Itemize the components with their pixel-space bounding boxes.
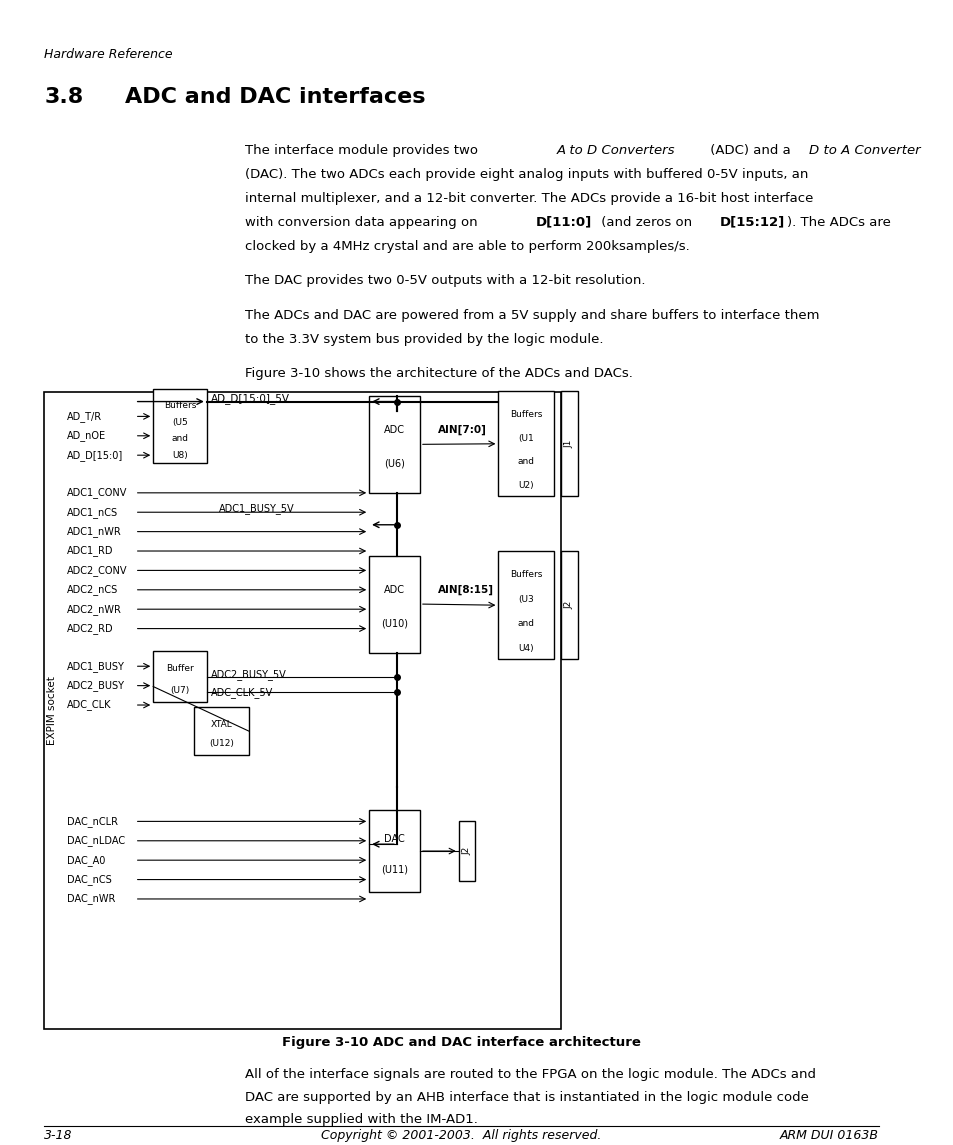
Text: (U10): (U10) bbox=[380, 618, 408, 629]
Text: The DAC provides two 0-5V outputs with a 12-bit resolution.: The DAC provides two 0-5V outputs with a… bbox=[244, 274, 644, 286]
Text: DAC_nCLR: DAC_nCLR bbox=[68, 816, 118, 827]
Text: (U5: (U5 bbox=[172, 418, 188, 427]
Text: J2: J2 bbox=[564, 601, 574, 609]
Text: 3-18: 3-18 bbox=[44, 1129, 72, 1143]
Text: ADC1_CONV: ADC1_CONV bbox=[68, 488, 128, 498]
Bar bbox=[560, 392, 578, 496]
Bar bbox=[369, 396, 419, 492]
Text: AIN[7:0]: AIN[7:0] bbox=[438, 425, 487, 435]
Text: (ADC) and a: (ADC) and a bbox=[705, 144, 794, 157]
Text: A to D Converters: A to D Converters bbox=[556, 144, 675, 157]
Text: ADC2_BUSY_5V: ADC2_BUSY_5V bbox=[212, 669, 287, 680]
Text: to the 3.3V system bus provided by the logic module.: to the 3.3V system bus provided by the l… bbox=[244, 333, 602, 346]
Bar bbox=[44, 393, 560, 1029]
Text: ADC1_BUSY_5V: ADC1_BUSY_5V bbox=[218, 504, 294, 514]
Text: The interface module provides two: The interface module provides two bbox=[244, 144, 481, 157]
Text: ADC and DAC interfaces: ADC and DAC interfaces bbox=[125, 87, 425, 106]
Bar bbox=[497, 551, 553, 660]
Text: (U1: (U1 bbox=[517, 434, 534, 443]
Text: AD_T/R: AD_T/R bbox=[68, 411, 102, 421]
Text: U4): U4) bbox=[517, 643, 534, 653]
Text: DAC_nLDAC: DAC_nLDAC bbox=[68, 836, 126, 846]
Text: example supplied with the IM-AD1.: example supplied with the IM-AD1. bbox=[244, 1113, 476, 1127]
Text: AD_nOE: AD_nOE bbox=[68, 431, 107, 441]
Text: D[15:12]: D[15:12] bbox=[720, 215, 784, 229]
Text: J1: J1 bbox=[564, 440, 574, 448]
Text: ADC: ADC bbox=[384, 584, 405, 594]
Text: Buffer: Buffer bbox=[166, 664, 193, 673]
Text: ADC2_nCS: ADC2_nCS bbox=[68, 584, 118, 595]
Text: and: and bbox=[172, 434, 189, 443]
Text: (U6): (U6) bbox=[384, 459, 405, 468]
Bar bbox=[497, 392, 553, 496]
Text: ADC1_nWR: ADC1_nWR bbox=[68, 527, 122, 537]
Text: ADC1_BUSY: ADC1_BUSY bbox=[68, 661, 125, 672]
Text: ADC2_CONV: ADC2_CONV bbox=[68, 564, 128, 576]
Text: ADC_CLK_5V: ADC_CLK_5V bbox=[212, 687, 274, 698]
Text: U8): U8) bbox=[172, 451, 188, 460]
Text: ADC2_nWR: ADC2_nWR bbox=[68, 603, 122, 615]
Text: (and zeros on: (and zeros on bbox=[597, 215, 696, 229]
Text: J2: J2 bbox=[462, 847, 471, 855]
Text: The ADCs and DAC are powered from a 5V supply and share buffers to interface the: The ADCs and DAC are powered from a 5V s… bbox=[244, 309, 819, 322]
Text: AD_D[15:0]_5V: AD_D[15:0]_5V bbox=[212, 393, 290, 403]
Text: 3.8: 3.8 bbox=[44, 87, 84, 106]
Text: U2): U2) bbox=[517, 481, 534, 490]
Bar bbox=[369, 810, 419, 892]
Text: ADC: ADC bbox=[384, 425, 405, 435]
Text: AD_D[15:0]: AD_D[15:0] bbox=[68, 450, 124, 460]
Text: ). The ADCs are: ). The ADCs are bbox=[786, 215, 890, 229]
Text: Copyright © 2001-2003.  All rights reserved.: Copyright © 2001-2003. All rights reserv… bbox=[321, 1129, 601, 1143]
Text: EXPIM socket: EXPIM socket bbox=[47, 677, 56, 745]
Text: and: and bbox=[517, 457, 534, 466]
Text: D to A Converter: D to A Converter bbox=[808, 144, 920, 157]
Text: (U7): (U7) bbox=[171, 686, 190, 695]
Text: ADC1_RD: ADC1_RD bbox=[68, 545, 113, 556]
Bar bbox=[153, 652, 207, 702]
Bar bbox=[458, 821, 475, 881]
Bar bbox=[153, 389, 207, 464]
Bar bbox=[369, 555, 419, 653]
Text: ARM DUI 0163B: ARM DUI 0163B bbox=[779, 1129, 878, 1143]
Text: DAC_nWR: DAC_nWR bbox=[68, 893, 115, 905]
Text: ADC_CLK: ADC_CLK bbox=[68, 700, 112, 711]
Text: (DAC). The two ADCs each provide eight analog inputs with buffered 0-5V inputs, : (DAC). The two ADCs each provide eight a… bbox=[244, 167, 807, 181]
Text: ADC1_nCS: ADC1_nCS bbox=[68, 507, 118, 518]
Text: internal multiplexer, and a 12-bit converter. The ADCs provide a 16-bit host int: internal multiplexer, and a 12-bit conve… bbox=[244, 191, 812, 205]
Text: DAC_nCS: DAC_nCS bbox=[68, 874, 112, 885]
Bar bbox=[560, 551, 578, 660]
Text: and: and bbox=[517, 619, 534, 629]
Text: Buffers: Buffers bbox=[509, 410, 541, 419]
Text: DAC: DAC bbox=[384, 834, 404, 844]
Text: D[11:0]: D[11:0] bbox=[536, 215, 592, 229]
Text: All of the interface signals are routed to the FPGA on the logic module. The ADC: All of the interface signals are routed … bbox=[244, 1068, 815, 1081]
Text: Figure 3-10 shows the architecture of the ADCs and DACs.: Figure 3-10 shows the architecture of th… bbox=[244, 368, 632, 380]
Text: ADC2_BUSY: ADC2_BUSY bbox=[68, 680, 125, 692]
Text: Buffers: Buffers bbox=[509, 570, 541, 579]
Text: (U12): (U12) bbox=[209, 739, 233, 748]
Text: with conversion data appearing on: with conversion data appearing on bbox=[244, 215, 481, 229]
Text: ADC2_RD: ADC2_RD bbox=[68, 623, 113, 634]
Text: Buffers: Buffers bbox=[164, 401, 196, 410]
Text: (U11): (U11) bbox=[380, 864, 408, 874]
Bar bbox=[193, 708, 249, 756]
Text: AIN[8:15]: AIN[8:15] bbox=[438, 584, 494, 594]
Text: XTAL: XTAL bbox=[211, 719, 233, 728]
Text: clocked by a 4MHz crystal and are able to perform 200ksamples/s.: clocked by a 4MHz crystal and are able t… bbox=[244, 239, 689, 253]
Text: DAC_A0: DAC_A0 bbox=[68, 854, 106, 866]
Text: Figure 3-10 ADC and DAC interface architecture: Figure 3-10 ADC and DAC interface archit… bbox=[282, 1036, 640, 1049]
Text: (U3: (U3 bbox=[517, 595, 534, 605]
Text: DAC are supported by an AHB interface that is instantiated in the logic module c: DAC are supported by an AHB interface th… bbox=[244, 1091, 807, 1104]
Text: Hardware Reference: Hardware Reference bbox=[44, 48, 172, 61]
